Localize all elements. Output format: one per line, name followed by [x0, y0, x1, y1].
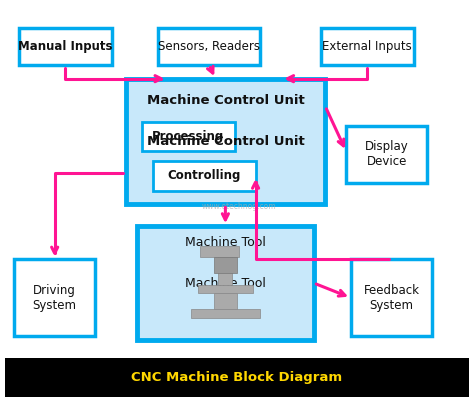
- Text: Feedback
System: Feedback System: [364, 284, 419, 312]
- FancyBboxPatch shape: [346, 126, 428, 183]
- FancyBboxPatch shape: [14, 259, 95, 336]
- FancyBboxPatch shape: [126, 79, 325, 205]
- Bar: [198, 285, 253, 293]
- Text: Driving
System: Driving System: [33, 284, 77, 312]
- FancyBboxPatch shape: [158, 28, 260, 65]
- Text: Manual Inputs: Manual Inputs: [18, 40, 112, 53]
- FancyBboxPatch shape: [137, 226, 314, 340]
- Text: Machine Tool: Machine Tool: [185, 236, 266, 249]
- Text: External Inputs: External Inputs: [322, 40, 412, 53]
- Text: Controlling: Controlling: [168, 170, 241, 182]
- Text: Machine Tool: Machine Tool: [185, 277, 266, 290]
- Bar: [5, 358, 469, 397]
- Text: Sensors, Readers: Sensors, Readers: [158, 40, 260, 53]
- FancyBboxPatch shape: [351, 259, 432, 336]
- Text: CNC Machine Block Diagram: CNC Machine Block Diagram: [131, 371, 343, 384]
- Text: Processing: Processing: [152, 130, 224, 143]
- Text: Machine Control Unit: Machine Control Unit: [146, 94, 304, 107]
- FancyBboxPatch shape: [320, 28, 413, 65]
- Text: www.etechnog.com: www.etechnog.com: [202, 202, 277, 211]
- FancyBboxPatch shape: [154, 161, 255, 191]
- Bar: [191, 309, 260, 318]
- Text: Display
Device: Display Device: [365, 140, 409, 168]
- Text: Machine Control Unit: Machine Control Unit: [146, 135, 304, 148]
- Bar: [219, 251, 232, 285]
- Bar: [200, 246, 239, 257]
- Bar: [214, 257, 237, 273]
- FancyBboxPatch shape: [142, 122, 235, 152]
- Bar: [214, 293, 237, 309]
- FancyBboxPatch shape: [18, 28, 111, 65]
